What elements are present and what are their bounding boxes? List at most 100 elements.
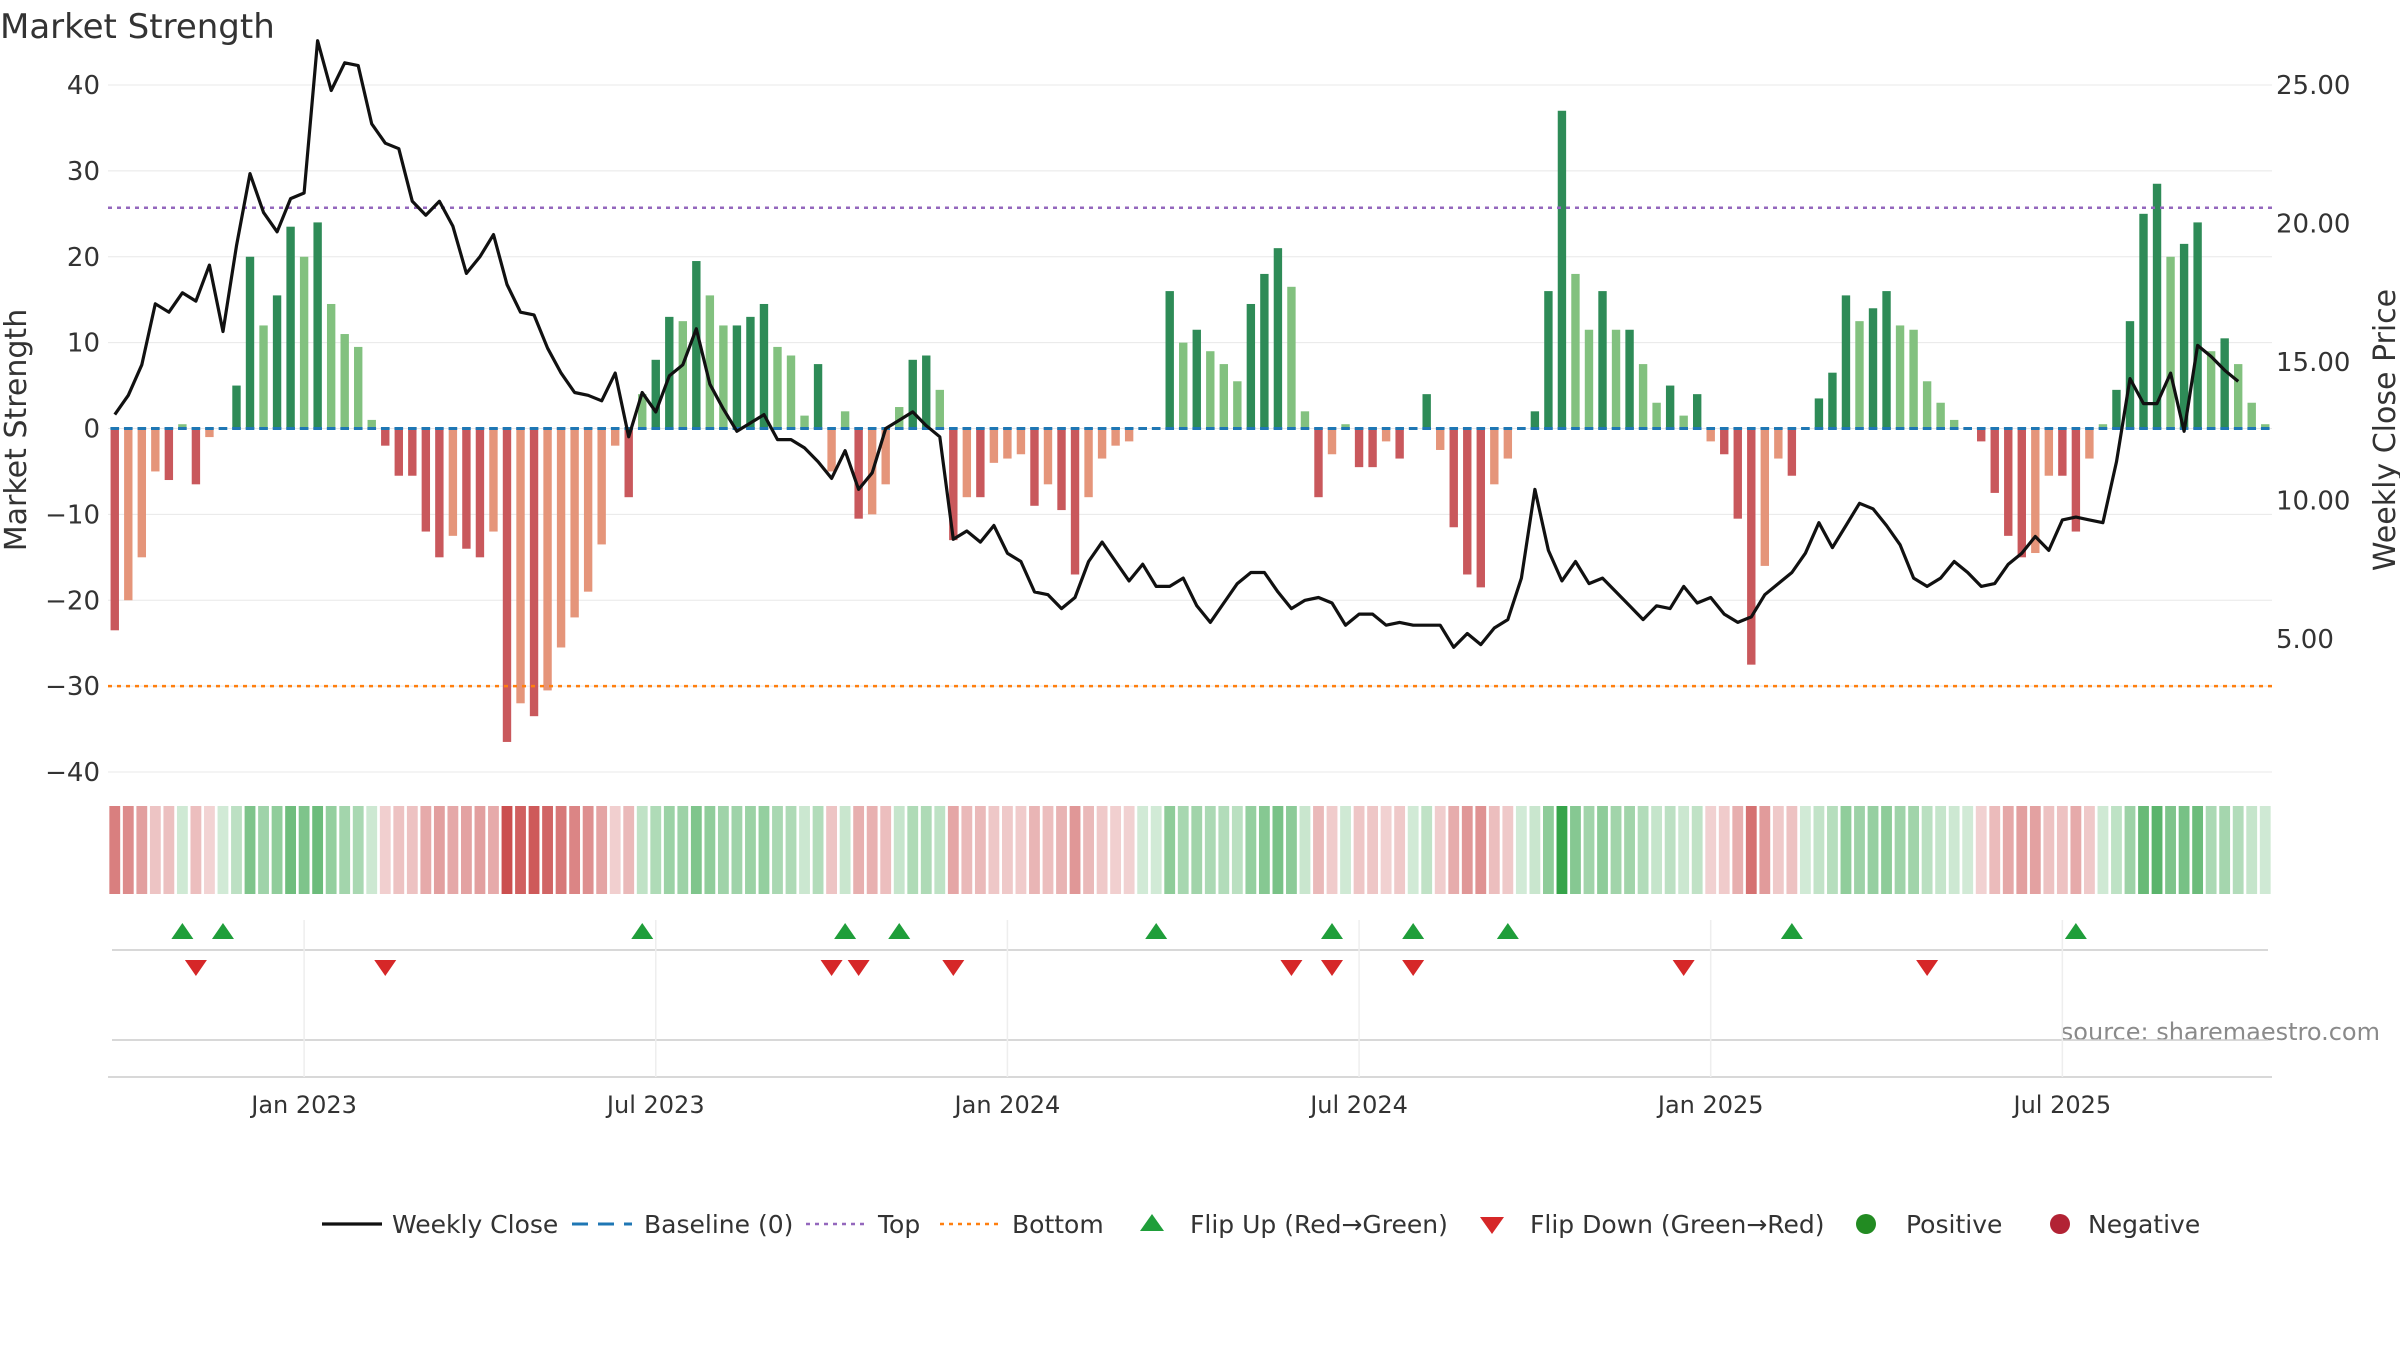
heat-cell [920, 806, 932, 894]
flip-up-marker [1496, 923, 1519, 939]
heat-cell [1867, 806, 1879, 894]
heat-cell [839, 806, 851, 894]
strength-bar [2098, 424, 2108, 429]
heat-cell [1813, 806, 1825, 894]
heat-cell [704, 806, 716, 894]
strength-bar [1260, 273, 1269, 429]
heat-cell [420, 806, 432, 894]
heat-cell [271, 806, 283, 894]
y2-ticks: 25.00 20.00 15.00 10.00 5.00 [2276, 71, 2350, 655]
heat-cell [1651, 806, 1663, 894]
heat-cell [1597, 806, 1608, 894]
y-axis-label: Market Strength [0, 309, 34, 551]
heat-cell [488, 806, 499, 894]
heat-cell [1002, 806, 1013, 894]
strength-bar [1300, 411, 1310, 429]
heat-cell [745, 806, 756, 894]
y-tick-label: 0 [83, 415, 100, 445]
strength-bar [732, 325, 742, 429]
flip-down-marker [1280, 960, 1303, 976]
heat-cell [1150, 806, 1162, 894]
heat-cell [406, 806, 418, 894]
strength-bar [1057, 428, 1066, 511]
source-note: source: sharemaestro.com [2061, 1018, 2380, 1046]
heat-cell [1407, 806, 1419, 894]
strength-bar [2247, 402, 2256, 429]
flip-down-marker [1672, 960, 1695, 976]
heat-cell [1962, 806, 1974, 894]
strength-bar [610, 428, 620, 446]
strength-bar [381, 428, 390, 446]
flip-up-marker [1780, 923, 1803, 939]
heat-cell [285, 806, 296, 894]
flip-up-marker [834, 923, 857, 939]
strength-bar [1043, 428, 1053, 485]
strength-bar [2206, 351, 2216, 429]
strength-bar [881, 428, 890, 485]
heat-cell [1583, 806, 1595, 894]
strength-bar [1895, 325, 1905, 429]
strength-bar [2058, 428, 2067, 476]
heat-cell [1340, 806, 1351, 894]
y-tick-label: −10 [45, 500, 100, 530]
heat-cell [2002, 806, 2014, 894]
strength-bar [1828, 372, 1837, 429]
heat-cell [1042, 806, 1054, 894]
strength-bar [1030, 428, 1039, 506]
heat-cell [555, 806, 567, 894]
legend-label: Flip Down (Green→Red) [1530, 1210, 1825, 1239]
legend-label: Positive [1906, 1210, 2002, 1239]
strength-bar [1449, 428, 1458, 528]
strength-bar [1922, 381, 1932, 429]
strength-bar [1490, 428, 1499, 485]
strength-bar [178, 424, 187, 429]
heat-cell [663, 806, 675, 894]
strength-bar [949, 428, 958, 541]
heat-cell [1380, 806, 1392, 894]
heat-cell [2205, 806, 2217, 894]
strength-bar [597, 428, 606, 545]
heat-cell [2151, 806, 2163, 894]
strength-bar [1977, 428, 1986, 442]
flip-up-marker [171, 923, 194, 939]
weekly-close-series [113, 39, 2240, 649]
strength-bar [435, 428, 444, 558]
heat-cell [501, 806, 513, 894]
heat-cell [677, 806, 689, 894]
strength-bar [1868, 308, 1878, 429]
heat-cell [352, 806, 364, 894]
strength-bar [2193, 222, 2202, 429]
strength-bar [1192, 329, 1201, 429]
strength-bar [1598, 291, 1607, 429]
heat-cell [1069, 806, 1081, 894]
strength-bar [2233, 364, 2243, 429]
strength-bar [1463, 428, 1472, 575]
heat-cell [190, 806, 202, 894]
strength-bar [313, 222, 322, 429]
heat-cell [2043, 806, 2055, 894]
heat-cell [961, 806, 973, 894]
strength-bar [1557, 110, 1567, 429]
strength-bar [989, 428, 999, 463]
strength-bar [1611, 329, 1621, 429]
strength-bar [1949, 419, 1959, 429]
strength-bar [2031, 428, 2040, 554]
strength-bar [164, 428, 174, 481]
strength-bar [854, 428, 863, 519]
strength-bar [1706, 428, 1715, 442]
y2-tick-label: 20.00 [2276, 210, 2350, 240]
strength-bar [556, 428, 566, 648]
heat-cell [731, 806, 743, 894]
strength-bar [502, 428, 512, 742]
strength-bar [773, 346, 782, 429]
strength-bar [800, 415, 809, 429]
heat-cell [934, 806, 946, 894]
x-tick-label: Jan 2025 [1656, 1091, 1764, 1119]
heat-cell [325, 806, 337, 894]
strength-bar [1341, 424, 1350, 429]
heat-cell [217, 806, 229, 894]
x-tick-label: Jan 2024 [953, 1091, 1061, 1119]
grid [108, 84, 2272, 773]
strength-bar [1233, 381, 1242, 429]
heat-cell [988, 806, 1000, 894]
